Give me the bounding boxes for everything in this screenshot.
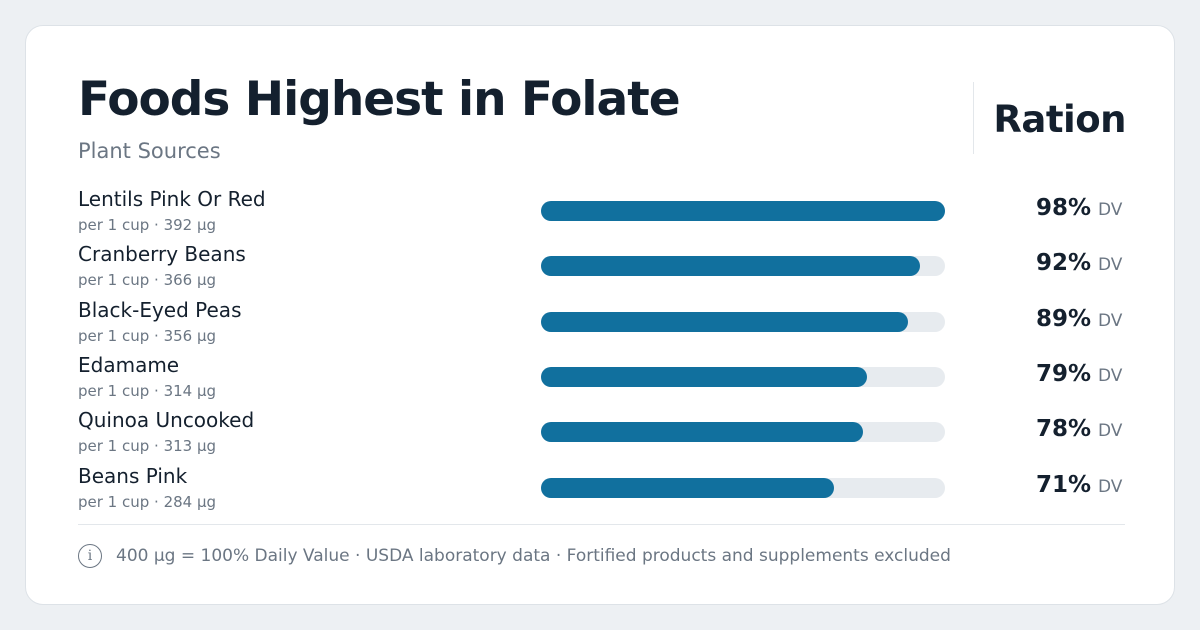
bar-track [541, 201, 945, 221]
bar-track [541, 256, 945, 277]
category-label: Quinoa Uncooked [78, 408, 255, 433]
value-label: 78% [1035, 416, 1091, 443]
card: Foods Highest in Folate Plant Sources Ra… [25, 25, 1175, 605]
bar [541, 366, 867, 387]
bar-track [541, 422, 945, 443]
category-label: Cranberry Beans [78, 242, 246, 267]
bar-track [541, 477, 945, 498]
unit-label: DV [1098, 365, 1123, 386]
category-label: Lentils Pink Or Red [78, 187, 266, 211]
value-label: 98% [1035, 195, 1091, 221]
category-label: Black-Eyed Peas [78, 297, 242, 322]
category-detail: per 1 cup · 356 µg [78, 326, 217, 345]
value-label: 79% [1035, 360, 1091, 387]
divider [973, 82, 974, 154]
bar [541, 311, 908, 332]
category-detail: per 1 cup · 284 µg [78, 492, 217, 511]
value-label: 89% [1035, 305, 1091, 332]
unit-label: DV [1098, 255, 1123, 276]
category-detail: per 1 cup · 366 µg [78, 271, 217, 290]
bar [541, 422, 863, 443]
category-label: Edamame [78, 352, 180, 377]
chart-title: Foods Highest in Folate [78, 72, 681, 127]
unit-label: DV [1098, 421, 1123, 442]
bar [541, 256, 921, 277]
category-detail: per 1 cup · 313 µg [78, 437, 217, 456]
value-label: 71% [1035, 471, 1091, 498]
bar-track [541, 311, 945, 332]
bar [541, 477, 834, 498]
value-label: 92% [1035, 250, 1091, 277]
info-icon: i [78, 544, 102, 568]
footnote: 400 µg = 100% Daily Value · USDA laborat… [116, 546, 951, 566]
chart-subtitle: Plant Sources [78, 139, 221, 163]
unit-label: DV [1098, 476, 1123, 497]
bar [541, 201, 945, 221]
category-detail: per 1 cup · 314 µg [78, 381, 217, 400]
brand: Ration [993, 98, 1126, 141]
unit-label: DV [1098, 310, 1123, 331]
category-label: Beans Pink [78, 463, 188, 488]
bar-track [541, 366, 945, 387]
unit-label: DV [1098, 200, 1123, 220]
category-detail: per 1 cup · 392 µg [78, 216, 217, 234]
separator [78, 524, 1125, 525]
